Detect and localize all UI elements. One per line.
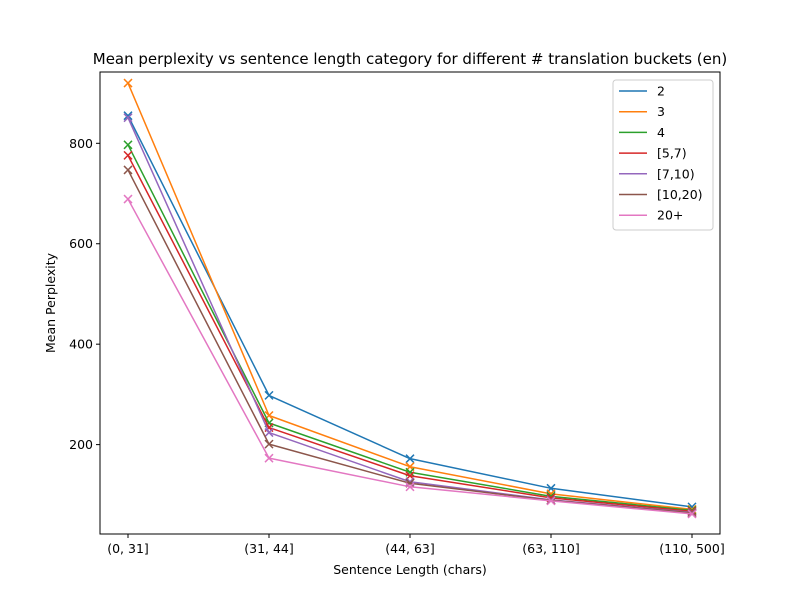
- y-tick-label: 200: [69, 437, 93, 452]
- data-point-marker: [264, 453, 274, 463]
- x-tick-label: (44, 63]: [385, 541, 435, 556]
- x-tick-label: (110, 500]: [659, 541, 724, 556]
- legend-label: 20+: [657, 208, 683, 223]
- data-point-marker: [123, 150, 133, 160]
- series-7: [123, 194, 697, 519]
- y-tick-label: 600: [69, 236, 93, 251]
- legend-box: [612, 79, 714, 231]
- legend-label: 3: [657, 104, 665, 119]
- data-point-marker: [264, 428, 274, 438]
- y-axis: 200 400 600 800: [69, 136, 100, 452]
- legend-label: 2: [657, 84, 665, 99]
- data-point-marker: [123, 111, 133, 121]
- data-point-marker: [405, 454, 415, 464]
- data-point-marker: [123, 194, 133, 204]
- legend-label: [7,10): [657, 166, 695, 181]
- legend-item: 4: [619, 125, 665, 140]
- x-axis-label: Sentence Length (chars): [333, 562, 487, 577]
- data-point-marker: [546, 496, 556, 506]
- legend-label: 4: [657, 125, 665, 140]
- chart-title: Mean perplexity vs sentence length categ…: [93, 50, 727, 68]
- legend-item: 20+: [619, 208, 683, 223]
- legend-label: [10,20): [657, 187, 703, 202]
- series-layer: [123, 78, 697, 519]
- legend-label: [5,7): [657, 146, 687, 161]
- legend-item: 2: [619, 84, 665, 99]
- series-1: [123, 111, 697, 512]
- legend-item: [10,20): [619, 187, 703, 202]
- legend-item: [5,7): [619, 146, 687, 161]
- data-point-marker: [123, 165, 133, 175]
- x-tick-label: (31, 44]: [244, 541, 294, 556]
- legend: 2 3 4 [5,7) [7,10) [10,20) 20+: [612, 79, 714, 231]
- data-point-marker: [264, 439, 274, 449]
- data-point-marker: [123, 140, 133, 150]
- y-tick-label: 800: [69, 136, 93, 151]
- data-point-marker: [405, 482, 415, 492]
- x-tick-label: (63, 110]: [522, 541, 579, 556]
- data-point-marker: [123, 113, 133, 123]
- data-point-marker: [123, 78, 133, 88]
- legend-item: 3: [619, 104, 665, 119]
- x-tick-label: (0, 31]: [107, 541, 149, 556]
- y-axis-label: Mean Perplexity: [43, 252, 58, 353]
- x-axis: (0, 31] (31, 44] (44, 63] (63, 110] (110, 50…: [107, 534, 725, 556]
- data-point-marker: [264, 390, 274, 400]
- y-tick-label: 400: [69, 337, 93, 352]
- legend-item: [7,10): [619, 166, 695, 181]
- data-point-marker: [687, 509, 697, 519]
